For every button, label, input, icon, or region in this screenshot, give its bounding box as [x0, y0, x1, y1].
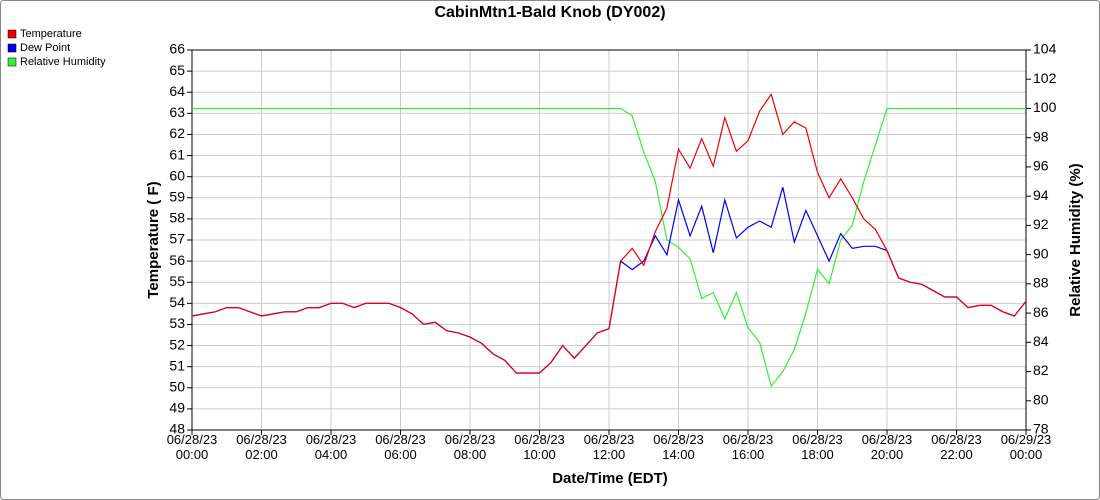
y2-tick-label: 100	[1033, 99, 1057, 115]
y-axis-label: Temperature ( F)	[145, 181, 162, 298]
y2-tick-label: 82	[1033, 362, 1049, 378]
x-tick-label: 06/28/23 00:00	[166, 432, 218, 462]
legend-swatch	[7, 57, 17, 67]
y-tick-label: 61	[169, 146, 185, 162]
y-tick-label: 53	[169, 315, 185, 331]
series-line	[191, 92, 1027, 374]
y2-tick-label: 78	[1033, 421, 1049, 437]
x-tick-label: 06/28/23 10:00	[514, 432, 565, 462]
x-tick-label: 06/28/23 08:00	[444, 432, 496, 462]
x-tick-label: 06/28/23 12:00	[583, 432, 635, 462]
y2-tick-label: 86	[1033, 304, 1049, 320]
x-tick-label: 06/29/23 00:00	[1000, 432, 1052, 462]
y-tick-label: 60	[169, 167, 185, 183]
y-tick-label: 65	[169, 62, 185, 78]
y-tick-label: 59	[169, 188, 185, 204]
y2-tick-label: 84	[1033, 333, 1049, 349]
y2-tick-label: 102	[1033, 70, 1057, 86]
y2-tick-label: 98	[1033, 128, 1049, 144]
y-tick-label: 54	[169, 294, 185, 310]
y2-tick-label: 94	[1033, 187, 1049, 203]
y-tick-label: 48	[169, 421, 185, 437]
x-tick-label: 06/28/23 22:00	[931, 432, 982, 462]
y-tick-label: 49	[169, 400, 185, 416]
y-tick-label: 66	[169, 41, 185, 57]
legend-swatch	[7, 43, 17, 53]
y-tick-label: 63	[169, 104, 185, 120]
y-tick-label: 58	[169, 210, 185, 226]
legend-label: Temperature	[20, 28, 82, 40]
y2-tick-label: 92	[1033, 216, 1049, 232]
x-tick-label: 06/28/23 18:00	[792, 432, 843, 462]
y2-tick-label: 90	[1033, 245, 1049, 261]
y2-tick-label: 104	[1033, 41, 1057, 57]
x-tick-label: 06/28/23 06:00	[375, 432, 426, 462]
chart-title: CabinMtn1-Bald Knob (DY002)	[434, 4, 665, 21]
y2-tick-label: 88	[1033, 275, 1049, 291]
x-tick-label: 06/28/23 14:00	[653, 432, 704, 462]
y-tick-label: 62	[169, 125, 185, 141]
x-tick-label: 06/28/23 04:00	[305, 432, 357, 462]
y-tick-label: 52	[169, 336, 185, 352]
y2-tick-label: 96	[1033, 158, 1049, 174]
x-tick-label: 06/28/23 20:00	[861, 432, 913, 462]
y-tick-label: 57	[169, 231, 185, 247]
y2-tick-label: 80	[1033, 391, 1049, 407]
y-tick-label: 50	[169, 378, 185, 394]
y-tick-label: 56	[169, 252, 185, 268]
x-tick-label: 06/28/23 02:00	[236, 432, 287, 462]
plot-border	[191, 49, 1027, 431]
legend-label: Dew Point	[20, 42, 70, 54]
x-axis-label: Date/Time (EDT)	[552, 470, 668, 487]
y-tick-label: 55	[169, 273, 185, 289]
y-tick-label: 51	[169, 357, 185, 373]
legend-swatch	[7, 29, 17, 39]
legend-label: Relative Humidity	[20, 56, 106, 68]
y-tick-label: 64	[169, 83, 185, 99]
x-tick-label: 06/28/23 16:00	[722, 432, 774, 462]
y2-axis-label: Relative Humidity (%)	[1067, 163, 1084, 316]
series-line	[192, 107, 1026, 388]
